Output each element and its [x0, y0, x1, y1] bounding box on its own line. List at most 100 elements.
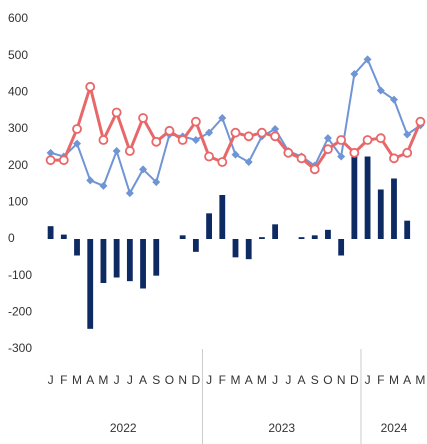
- point: [204, 151, 214, 162]
- bar: [87, 239, 94, 329]
- x-tick-label: A: [245, 373, 253, 387]
- y-tick-label: 600: [8, 11, 28, 25]
- x-tick-label: F: [219, 373, 226, 387]
- point: [244, 158, 253, 166]
- x-tick-label: J: [114, 373, 120, 387]
- point: [363, 55, 372, 64]
- bar: [206, 213, 212, 239]
- x-tick-label: M: [257, 373, 267, 387]
- x-tick-label: A: [298, 373, 306, 387]
- year-label: 2024: [381, 421, 408, 435]
- x-tick-label: O: [323, 373, 332, 387]
- y-tick-label: 100: [8, 195, 28, 209]
- point: [296, 153, 307, 164]
- x-tick-label: S: [152, 373, 160, 387]
- bar: [126, 239, 133, 282]
- x-tick-label: M: [231, 373, 241, 387]
- point: [177, 135, 188, 145]
- point: [73, 139, 82, 148]
- point: [125, 189, 134, 198]
- x-tick-label: M: [98, 373, 108, 387]
- bar: [153, 239, 160, 276]
- point: [336, 135, 347, 145]
- x-tick-label: J: [206, 373, 212, 387]
- point: [218, 114, 227, 122]
- x-tick-label: F: [60, 373, 67, 387]
- point: [323, 134, 332, 143]
- bar: [364, 156, 371, 239]
- point: [111, 107, 122, 118]
- x-tick-label: N: [337, 373, 346, 387]
- point: [191, 136, 200, 144]
- point: [46, 148, 55, 157]
- bar: [232, 239, 239, 258]
- point: [98, 135, 109, 145]
- point: [362, 135, 373, 145]
- year-label: 2022: [110, 421, 137, 435]
- point: [139, 165, 148, 174]
- point: [112, 147, 121, 155]
- point: [85, 81, 96, 92]
- bar: [259, 237, 265, 239]
- x-tick-label: F: [377, 373, 384, 387]
- bar: [325, 229, 331, 239]
- y-tick-label: 200: [8, 158, 28, 172]
- x-tick-label: O: [165, 373, 174, 387]
- point: [190, 116, 201, 127]
- point: [138, 113, 148, 123]
- point: [152, 178, 161, 187]
- point: [270, 131, 281, 142]
- point: [205, 128, 214, 137]
- x-tick-label: J: [48, 373, 54, 387]
- bar: [140, 239, 146, 289]
- bar: [179, 235, 186, 239]
- point: [271, 125, 280, 133]
- x-tick-label: D: [350, 373, 359, 387]
- point: [217, 157, 228, 167]
- y-tick-label: 300: [8, 121, 28, 135]
- year-label: 2023: [268, 421, 295, 435]
- point: [99, 181, 108, 190]
- point: [389, 153, 399, 164]
- point: [402, 147, 413, 158]
- bar: [192, 239, 199, 252]
- bar: [311, 235, 318, 239]
- bar: [351, 156, 358, 239]
- x-tick-label: S: [311, 373, 319, 387]
- point: [415, 116, 426, 127]
- x-tick-label: N: [178, 373, 187, 387]
- point: [403, 130, 412, 139]
- x-tick-label: J: [365, 373, 371, 387]
- bar: [47, 226, 54, 239]
- bar: [391, 178, 397, 239]
- point: [164, 125, 175, 136]
- point: [323, 144, 333, 155]
- x-tick-label: A: [403, 373, 411, 387]
- bar: [245, 239, 252, 260]
- x-tick-label: A: [86, 373, 94, 387]
- y-tick-label: 400: [8, 85, 28, 99]
- point: [86, 176, 95, 185]
- bar: [219, 195, 226, 239]
- bar: [60, 234, 67, 239]
- x-tick-label: A: [139, 373, 147, 387]
- point: [337, 152, 346, 161]
- bar: [338, 239, 345, 256]
- x-tick-label: J: [285, 373, 291, 387]
- bar: [298, 237, 305, 239]
- bar: [272, 224, 279, 239]
- x-tick-label: M: [389, 373, 399, 387]
- x-tick-label: M: [415, 373, 425, 387]
- bar: [100, 239, 107, 283]
- point: [349, 147, 360, 158]
- x-tick-label: M: [72, 373, 82, 387]
- bar: [113, 239, 120, 278]
- x-tick-label: J: [127, 373, 133, 387]
- bar: [404, 220, 411, 239]
- point: [350, 70, 359, 78]
- point: [58, 155, 69, 166]
- point: [376, 86, 385, 95]
- bar: [377, 189, 384, 239]
- y-tick-label: -300: [8, 341, 32, 355]
- y-tick-label: -100: [8, 268, 32, 282]
